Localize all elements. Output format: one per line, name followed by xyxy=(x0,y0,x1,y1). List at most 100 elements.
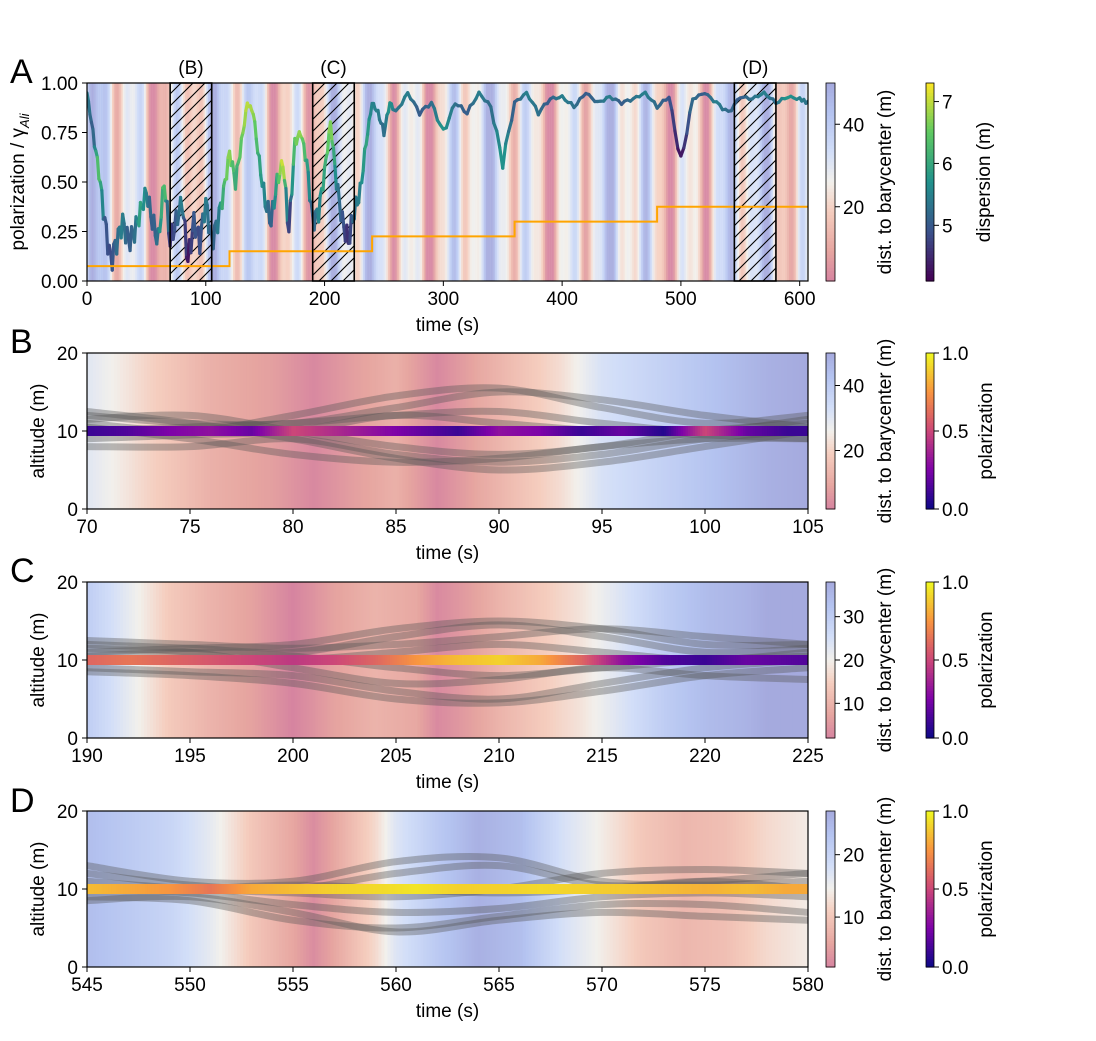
polarization-cell xyxy=(759,426,763,436)
polarization-segment xyxy=(254,137,260,155)
colorbar-cell xyxy=(826,155,835,160)
polarization-cell xyxy=(776,655,780,665)
colorbar-cell xyxy=(826,870,835,874)
polarization-cell xyxy=(560,655,564,665)
background-stripe xyxy=(651,83,654,281)
colorbar-cell xyxy=(926,254,934,259)
polarization-cell xyxy=(733,884,737,894)
colorbar-cell xyxy=(926,636,934,640)
polarization-cell xyxy=(351,655,355,665)
colorbar-cell xyxy=(826,373,835,377)
colorbar-cell xyxy=(826,402,835,406)
background-stripe xyxy=(712,83,715,281)
colorbar-cell xyxy=(826,688,835,692)
polarization-cell xyxy=(445,884,448,894)
polarization-cell xyxy=(678,426,682,436)
colorbar-cell xyxy=(826,224,835,229)
colorbar-cell xyxy=(926,639,934,643)
colorbar-cell xyxy=(926,915,934,919)
polarization-cell xyxy=(223,655,227,665)
polarization-cell xyxy=(526,655,530,665)
colorbar-cell xyxy=(826,878,835,882)
colorbar-cell xyxy=(826,116,835,120)
polarization-cell xyxy=(695,426,698,436)
colorbar-cell xyxy=(826,360,835,364)
colorbar-cell xyxy=(926,920,934,924)
polarization-cell xyxy=(245,655,249,665)
polarization-cell xyxy=(658,426,662,436)
polarization-cell xyxy=(139,655,143,665)
colorbar-label: dispersion (m) xyxy=(974,122,995,242)
colorbar-cell xyxy=(926,415,934,419)
background-stripe xyxy=(781,83,785,281)
polarization-cell xyxy=(483,655,487,665)
polarization-cell xyxy=(507,426,511,436)
background-stripe xyxy=(154,83,157,281)
polarization-cell xyxy=(413,884,417,894)
polarization-cell xyxy=(488,884,492,894)
background-stripe xyxy=(443,83,446,281)
polarization-cell xyxy=(233,655,237,665)
polarization-cell xyxy=(284,884,287,894)
background-stripe xyxy=(621,83,624,281)
polarization-cell xyxy=(762,426,766,436)
polarization-cell xyxy=(358,655,362,665)
background-stripe xyxy=(548,83,551,281)
polarization-cell xyxy=(375,884,379,894)
colorbar-tick-label: 10 xyxy=(843,694,864,715)
polarization-cell xyxy=(774,655,778,665)
polarization-cell xyxy=(699,426,703,436)
colorbar-cell xyxy=(926,878,934,882)
polarization-cell xyxy=(702,884,706,894)
polarization-cell xyxy=(519,884,523,894)
colorbar-cell xyxy=(826,415,835,419)
polarization-segment xyxy=(211,223,217,251)
polarization-cell xyxy=(570,426,573,436)
polarization-cell xyxy=(598,426,602,436)
polarization-cell xyxy=(752,426,756,436)
colorbar-cell xyxy=(826,412,835,416)
polarization-cell xyxy=(125,884,129,894)
background-stripe xyxy=(489,83,492,281)
polarization-cell xyxy=(565,655,569,665)
colorbar-cell xyxy=(826,595,835,599)
polarization-cell xyxy=(457,884,461,894)
polarization-cell xyxy=(428,426,432,436)
polarization-cell xyxy=(250,426,254,436)
polarization-cell xyxy=(300,884,304,894)
polarization-cell xyxy=(421,426,424,436)
background-stripe xyxy=(560,83,564,281)
polarization-cell xyxy=(96,884,100,894)
background-stripe xyxy=(250,83,254,281)
polarization-cell xyxy=(113,884,117,894)
colorbar-cell xyxy=(926,605,934,609)
polarization-cell xyxy=(147,655,150,665)
colorbar-cell xyxy=(826,634,835,638)
y-tick-label: 0.00 xyxy=(41,272,78,293)
polarization-segment xyxy=(510,100,517,122)
polarization-cell xyxy=(344,655,348,665)
polarization-cell xyxy=(747,426,751,436)
polarization-segment xyxy=(340,210,346,229)
background-stripe xyxy=(104,83,107,281)
colorbar-cell xyxy=(826,615,835,619)
polarization-cell xyxy=(656,655,660,665)
background-stripe xyxy=(650,83,653,281)
colorbar-cell xyxy=(926,462,934,466)
colorbar-cell xyxy=(926,631,934,635)
background-stripe xyxy=(377,83,380,281)
colorbar-cell xyxy=(826,816,835,820)
colorbar-cell xyxy=(926,696,934,700)
background-stripe xyxy=(596,83,599,281)
colorbar-cell xyxy=(826,254,835,259)
polarization-cell xyxy=(622,884,626,894)
polarization-cell xyxy=(752,655,756,665)
polarization-cell xyxy=(214,426,218,436)
polarization-cell xyxy=(425,426,429,436)
polarization-cell xyxy=(793,655,797,665)
background-stripe xyxy=(625,83,628,281)
background-stripe xyxy=(478,83,482,281)
polarization-cell xyxy=(562,884,566,894)
colorbar-cell xyxy=(826,959,835,963)
x-tick-label: 75 xyxy=(179,517,200,538)
